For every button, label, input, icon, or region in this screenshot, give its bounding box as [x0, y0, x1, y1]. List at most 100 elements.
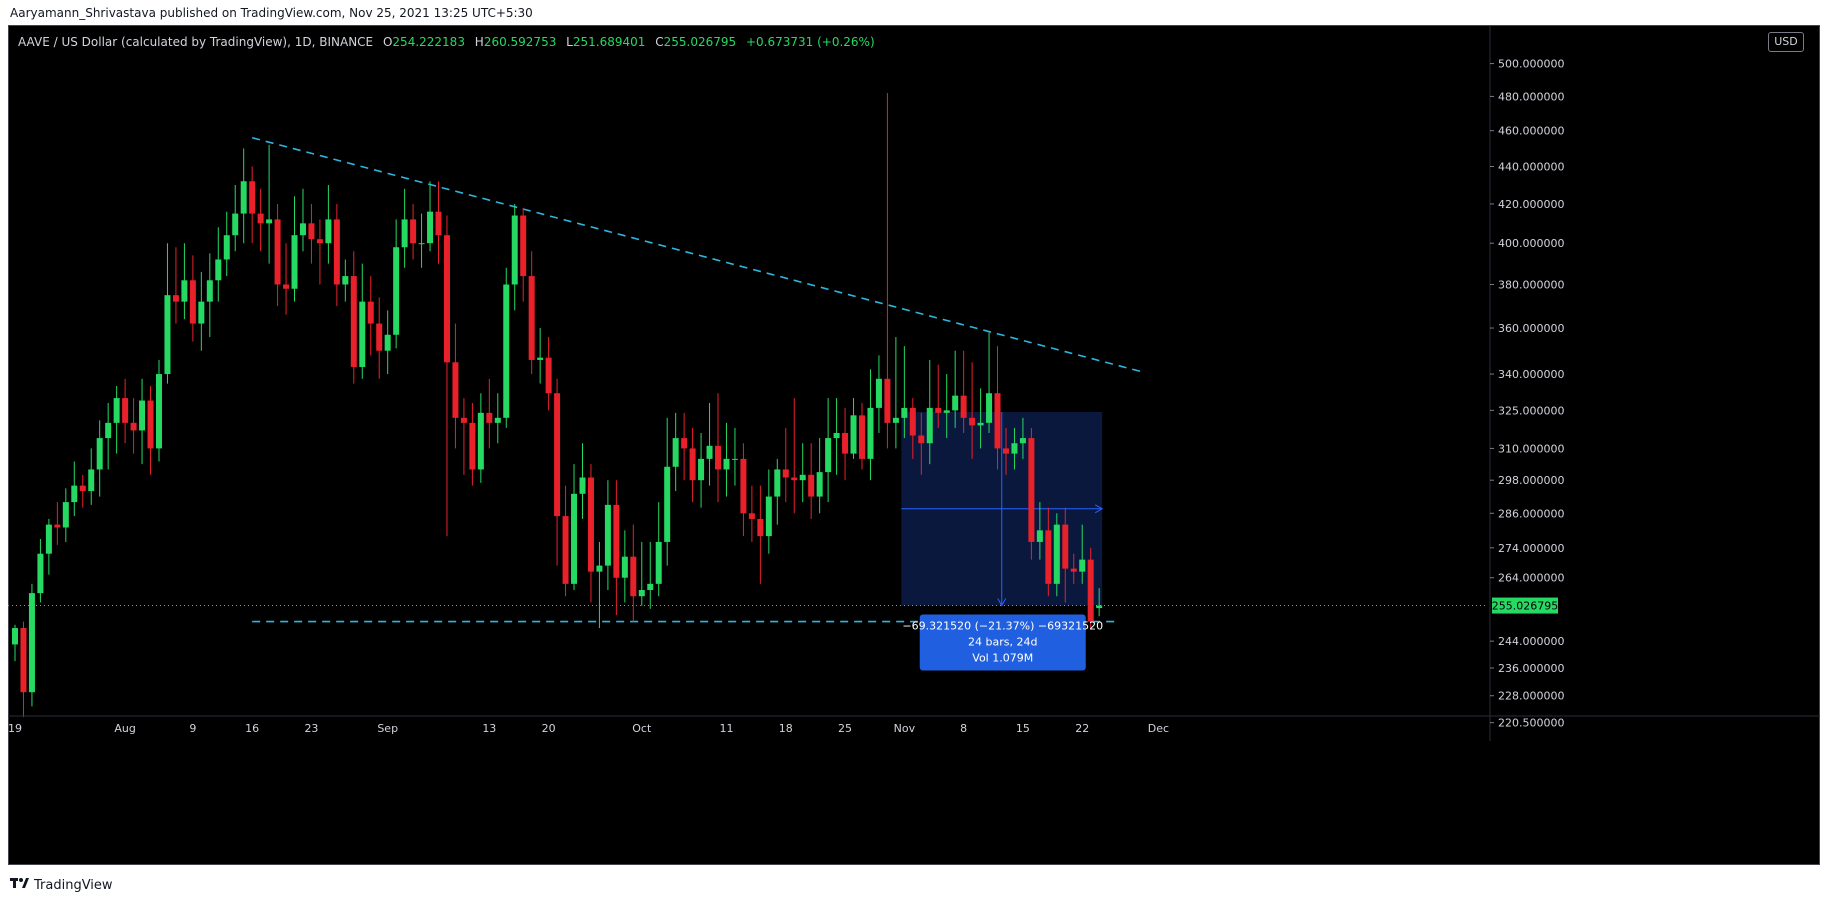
legend-change: +0.673731 (+0.26%) — [745, 35, 875, 49]
candle-body — [62, 502, 69, 528]
candle-body — [122, 398, 129, 423]
candle-body — [926, 407, 933, 444]
time-tick-label: 19 — [8, 722, 22, 735]
time-tick-label: 25 — [838, 722, 852, 735]
last-price-tag — [1492, 597, 1558, 614]
price-tick-label: 500.000000 — [1498, 58, 1564, 71]
candle-body — [1096, 605, 1103, 609]
candle-body — [113, 398, 120, 423]
candle-body — [443, 235, 450, 363]
time-tick-label: Dec — [1148, 722, 1169, 735]
candle-body — [350, 276, 357, 367]
candle-body — [960, 395, 967, 418]
candle-body — [215, 259, 222, 281]
candle-body — [528, 276, 535, 360]
candle-body — [1019, 438, 1026, 444]
candle-body — [799, 474, 806, 481]
candle-body — [571, 493, 578, 584]
candle-body — [613, 504, 620, 578]
candle-body — [731, 458, 738, 460]
price-tick-label: 228.000000 — [1498, 690, 1564, 703]
candle-body — [342, 276, 349, 285]
candle-body — [537, 357, 544, 360]
time-tick-label: 13 — [482, 722, 496, 735]
candle-body — [494, 417, 501, 423]
candle-body — [723, 458, 730, 470]
candle-body — [206, 280, 213, 302]
legend-open-label: O — [382, 35, 393, 49]
candle-body — [884, 378, 891, 423]
candle-body — [130, 422, 137, 431]
time-tick-label: 15 — [1016, 722, 1030, 735]
candle-body — [299, 223, 306, 236]
candle-body — [460, 417, 467, 423]
candle-body — [850, 415, 857, 454]
candle-body — [1011, 443, 1018, 454]
candle-body — [774, 469, 781, 497]
candle-body — [596, 565, 603, 572]
time-tick-label: 11 — [719, 722, 733, 735]
candle-body — [1079, 559, 1086, 572]
candle-body — [630, 556, 637, 597]
axes-layer: 500.000000 480.000000 460.000000 440.000000… — [8, 25, 1820, 741]
candle-body — [486, 412, 493, 423]
tradingview-logo-icon[interactable] — [10, 877, 30, 893]
currency-button[interactable]: USD — [1768, 32, 1804, 52]
footer: TradingView — [10, 877, 113, 893]
candle-body — [172, 295, 179, 302]
candle-body — [842, 432, 849, 454]
candle-body — [283, 284, 290, 289]
candle-body — [943, 410, 950, 413]
candle-body — [240, 181, 247, 214]
candle-body — [1070, 568, 1077, 572]
candle-body — [740, 458, 747, 514]
candle-body — [791, 477, 798, 481]
candle-body — [139, 400, 146, 431]
candle-body — [393, 247, 400, 335]
price-tick-label: 310.000000 — [1498, 442, 1564, 455]
time-tick-label: Aug — [114, 722, 135, 735]
candle-body — [909, 407, 916, 436]
candle-body — [71, 485, 78, 503]
candle-body — [384, 334, 391, 351]
candle-body — [1087, 559, 1094, 622]
last-price-label: 255.026795 — [1492, 600, 1558, 613]
candle-body — [604, 504, 611, 566]
candle-body — [54, 524, 61, 528]
candle-body — [655, 541, 662, 584]
candle-body — [681, 438, 688, 449]
candle-body — [765, 496, 772, 537]
candle-body — [367, 301, 374, 324]
time-tick-label: 20 — [542, 722, 556, 735]
time-tick-label: Oct — [632, 722, 652, 735]
price-chart[interactable]: −69.321520 (−21.37%) −69321520 24 bars, 2… — [8, 25, 1820, 865]
price-tick-label: 460.000000 — [1498, 125, 1564, 138]
candle-body — [155, 374, 162, 449]
candle-body — [266, 219, 273, 224]
time-tick-label: 23 — [304, 722, 318, 735]
candle-body — [969, 417, 976, 426]
footer-brand[interactable]: TradingView — [34, 877, 113, 893]
time-tick-label: 9 — [189, 722, 196, 735]
candle-body — [833, 432, 840, 439]
legend-close: 255.026795 — [663, 35, 737, 49]
candle-body — [825, 438, 832, 473]
candle-body — [20, 628, 27, 693]
candle-body — [1002, 448, 1009, 454]
candle-body — [181, 280, 188, 302]
candle-body — [562, 516, 569, 584]
legend-close-label: C — [655, 35, 664, 49]
candle-body — [935, 407, 942, 413]
candle-body — [867, 407, 874, 459]
measure-layer: −69.321520 (−21.37%) −69321520 24 bars, 2… — [902, 614, 1103, 671]
candle-body — [79, 485, 86, 492]
candle-body — [782, 469, 789, 478]
trendline-layer — [8, 136, 1488, 623]
candle-body — [859, 415, 865, 459]
candle-body — [257, 213, 264, 224]
price-tick-label: 298.000000 — [1498, 474, 1564, 487]
candle-body — [28, 593, 35, 693]
price-tick-label: 325.000000 — [1498, 404, 1564, 417]
candle-body — [418, 243, 425, 245]
candle-body — [401, 219, 408, 248]
